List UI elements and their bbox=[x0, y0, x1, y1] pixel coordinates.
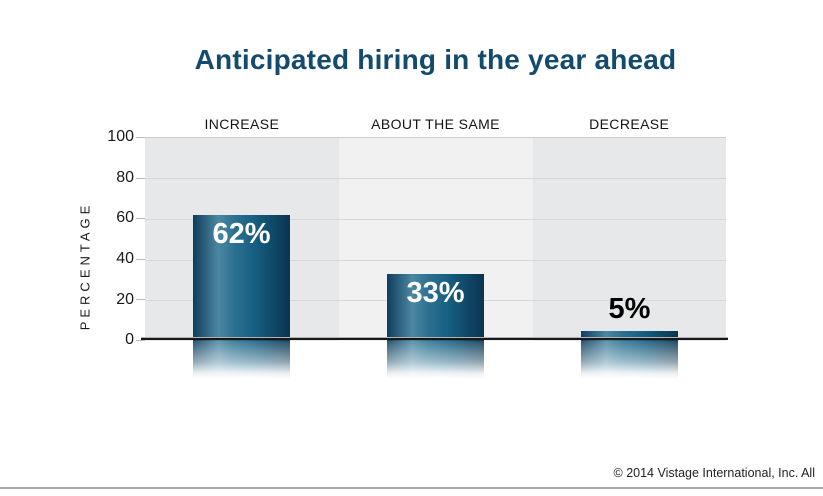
y-axis-tick-labels: 100 80 60 40 20 0 bbox=[0, 128, 134, 348]
tick-mark bbox=[136, 137, 145, 138]
y-axis-title: PERCENTAGE bbox=[77, 201, 93, 331]
tick-mark bbox=[136, 299, 145, 300]
gridline-40 bbox=[145, 260, 726, 261]
tick-mark bbox=[136, 218, 145, 219]
column-headers: INCREASE ABOUT THE SAME DECREASE bbox=[145, 116, 726, 132]
y-tick-label-20: 20 bbox=[116, 291, 134, 308]
bar-reflection bbox=[193, 341, 290, 379]
x-axis-baseline bbox=[141, 338, 728, 340]
bar-reflection bbox=[387, 341, 484, 379]
bar-value-label: 62% bbox=[212, 218, 271, 250]
tick-mark bbox=[136, 259, 145, 260]
column-header-increase: INCREASE bbox=[204, 116, 280, 132]
y-tick-label-40: 40 bbox=[116, 250, 134, 267]
bar-increase: 62% bbox=[193, 215, 290, 341]
bar-reflections bbox=[145, 341, 726, 379]
gridline-60 bbox=[145, 219, 726, 220]
bar-about-the-same: 33% bbox=[387, 274, 484, 341]
bar-value-label: 33% bbox=[406, 277, 465, 309]
chart-title: Anticipated hiring in the year ahead bbox=[194, 44, 677, 75]
column-header-decrease: DECREASE bbox=[589, 116, 670, 132]
bar-reflection bbox=[581, 341, 678, 379]
tick-mark bbox=[136, 178, 145, 179]
tick-mark bbox=[136, 340, 145, 341]
plot-area: 62% 33% 5% bbox=[145, 137, 726, 341]
copyright-text: © 2014 Vistage International, Inc. All bbox=[613, 466, 815, 480]
column-header-about-the-same: ABOUT THE SAME bbox=[371, 116, 500, 132]
y-tick-label-0: 0 bbox=[125, 331, 134, 348]
y-tick-label-80: 80 bbox=[116, 169, 134, 186]
bar-value-label: 5% bbox=[608, 293, 651, 325]
bar-decrease bbox=[581, 331, 678, 341]
gridline-80 bbox=[145, 178, 726, 179]
y-tick-label-100: 100 bbox=[107, 128, 134, 145]
bottom-rule bbox=[0, 487, 823, 489]
column-stripe bbox=[533, 138, 726, 341]
y-tick-label-60: 60 bbox=[116, 209, 134, 226]
